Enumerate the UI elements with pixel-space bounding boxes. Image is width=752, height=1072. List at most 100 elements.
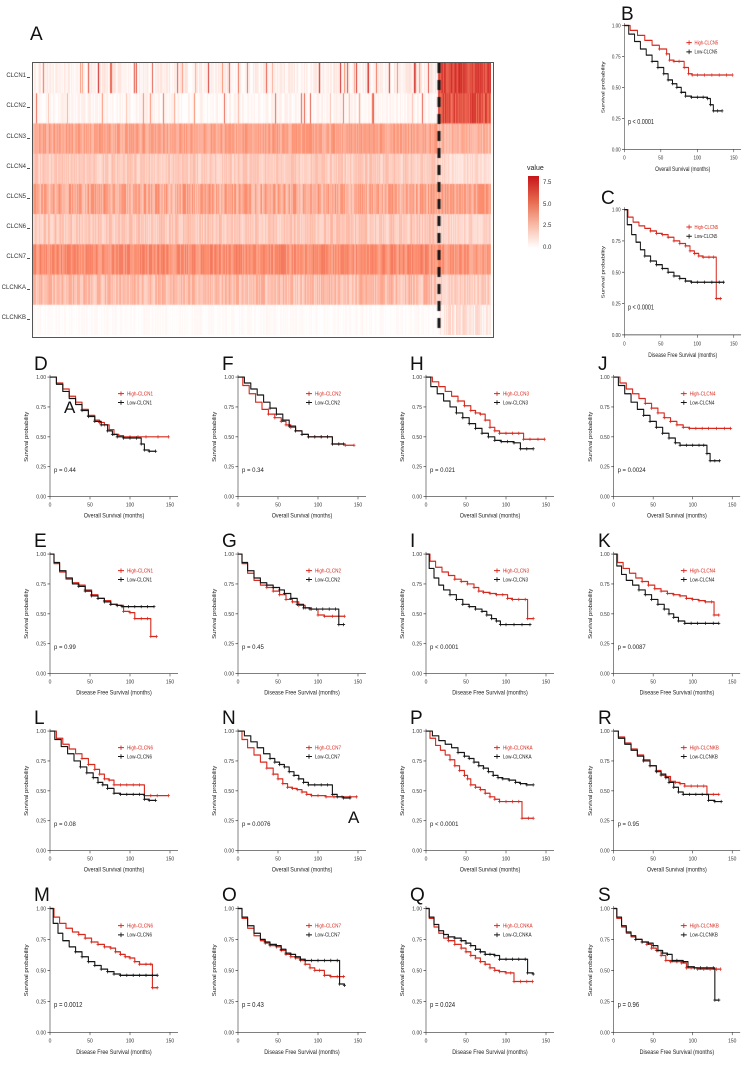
- legend-marker: [306, 923, 312, 928]
- heatmap-row-label-CLCN2: CLCN2: [6, 103, 26, 110]
- censor-mark: [657, 47, 661, 51]
- y-tick-label: 0.00: [612, 333, 621, 340]
- censor-mark: [474, 947, 478, 952]
- legend-label: High-CLCNKB: [690, 745, 719, 751]
- km-plot-G: 1.00 0.75 0.50 0.25 0.000 50 100 150 Survival pr…: [212, 551, 366, 697]
- censor-mark: [138, 973, 142, 978]
- p-value-E: p = 0.99: [54, 644, 76, 651]
- censor-mark: [316, 793, 320, 798]
- censor-mark: [681, 792, 685, 797]
- y-axis-title: Survival probability: [212, 766, 218, 816]
- censor-mark: [453, 577, 457, 581]
- censor-mark: [520, 622, 524, 627]
- y-tick-label: 0.50: [224, 789, 234, 795]
- x-tick-label: 50: [463, 679, 469, 685]
- x-axis-title: Disease Free Survival (months): [648, 352, 717, 359]
- heatmap-row-tick: [27, 77, 30, 79]
- censor-mark: [147, 798, 151, 803]
- heatmap-row-tick: [27, 137, 30, 139]
- censor-mark: [456, 750, 460, 755]
- censor-mark: [282, 765, 286, 769]
- x-tick-label: 100: [693, 341, 701, 348]
- censor-mark: [150, 985, 154, 990]
- censor-mark: [290, 600, 294, 604]
- censor-mark: [512, 622, 516, 627]
- censor-mark: [453, 764, 457, 768]
- censor-mark: [294, 429, 298, 433]
- censor-mark: [149, 793, 153, 798]
- x-tick-label: 100: [126, 679, 134, 685]
- censor-mark: [321, 607, 325, 611]
- km-curve-High-CLCNKA: [426, 907, 533, 983]
- y-tick-label: 1.00: [612, 23, 621, 30]
- p-value-I: p < 0.0001: [430, 644, 459, 651]
- censor-mark: [643, 254, 647, 258]
- x-tick-label: 100: [502, 856, 510, 862]
- km-panel-I: I 1.00 0.75 0.50 0.25 0.00 0 50 100 150 Survival p…: [396, 531, 566, 709]
- censor-mark: [139, 442, 143, 446]
- y-axis-title: Survival probability: [212, 944, 218, 996]
- censor-mark: [142, 797, 146, 801]
- censor-mark: [314, 607, 318, 611]
- censor-mark: [526, 616, 530, 621]
- censor-mark: [697, 443, 701, 447]
- km-panel-B: B 1.00 0.75 0.50 0.25 0.00 0 50 100 150 Survival p…: [597, 2, 752, 186]
- censor-mark: [667, 612, 671, 616]
- x-tick-label: 150: [166, 679, 174, 685]
- censor-mark: [462, 773, 466, 777]
- p-value-R: p = 0.95: [618, 821, 640, 828]
- y-tick-label: 1.00: [600, 729, 610, 735]
- censor-mark: [684, 279, 687, 283]
- censor-mark: [146, 616, 150, 621]
- censor-mark: [120, 604, 124, 609]
- censor-mark: [342, 796, 346, 800]
- censor-mark: [453, 942, 457, 947]
- censor-mark: [86, 959, 90, 964]
- censor-mark: [491, 773, 495, 777]
- heatmap-row-label-CLCN1: CLCN1: [6, 73, 26, 80]
- censor-mark: [74, 950, 78, 954]
- legend-label: High-CLCN1: [127, 568, 153, 574]
- x-tick-label: 150: [166, 1038, 174, 1044]
- censor-mark: [133, 604, 137, 609]
- censor-mark: [649, 229, 652, 233]
- km-plot-F: 1.00 0.75 0.50 0.25 0.000 50 100 150 Survival pr…: [212, 374, 366, 520]
- legend-label: Low-CLCN3: [503, 400, 528, 406]
- censor-mark: [477, 589, 481, 593]
- x-tick-label: 50: [463, 502, 469, 508]
- censor-mark: [478, 412, 482, 416]
- censor-mark: [147, 449, 151, 453]
- legend-label: Low-CLCN6: [127, 754, 152, 760]
- y-tick-label: 0.75: [224, 759, 234, 765]
- km-panel-R: R 1.00 0.75 0.50 0.25 0.00 0 50 100 150 Survival p…: [584, 708, 752, 886]
- km-panel-H: H 1.00 0.75 0.50 0.25 0.00 0 50 100 150 Survival p…: [396, 354, 566, 532]
- km-plot-D: 1.00 0.75 0.50 0.25 0.000 50 100 150 Survival pr…: [24, 374, 178, 520]
- y-axis-title: Survival probability: [588, 412, 594, 462]
- censor-mark: [637, 588, 641, 592]
- y-tick-label: 0.50: [412, 435, 422, 441]
- censor-mark: [675, 423, 679, 427]
- censor-mark: [690, 280, 693, 284]
- panel-letter-R: R: [598, 708, 612, 729]
- censor-mark: [675, 85, 679, 90]
- censor-mark: [504, 622, 508, 627]
- km-curve-High-CLCN6: [50, 907, 158, 989]
- y-tick-label: 1.00: [412, 552, 422, 558]
- y-tick-label: 0.00: [224, 848, 234, 854]
- y-axis-title: Survival probability: [24, 944, 30, 996]
- x-tick-label: 150: [166, 502, 174, 508]
- y-tick-label: 0.25: [612, 116, 621, 123]
- x-tick-label: 150: [728, 1038, 736, 1044]
- x-tick-label: 100: [314, 856, 322, 862]
- km-curve-High-CLCN1: [50, 553, 157, 638]
- y-axis-title: Survival probability: [400, 766, 406, 816]
- censor-mark: [640, 579, 644, 584]
- censor-mark: [466, 582, 470, 586]
- y-tick-label: 0.00: [412, 848, 422, 854]
- censor-mark: [681, 959, 685, 964]
- legend-label: High-CLCN6: [127, 745, 153, 751]
- censor-mark: [303, 958, 307, 963]
- censor-mark: [106, 429, 110, 433]
- y-tick-label: 0.25: [36, 465, 46, 471]
- km-curve-Low-CLCNKA: [426, 730, 534, 786]
